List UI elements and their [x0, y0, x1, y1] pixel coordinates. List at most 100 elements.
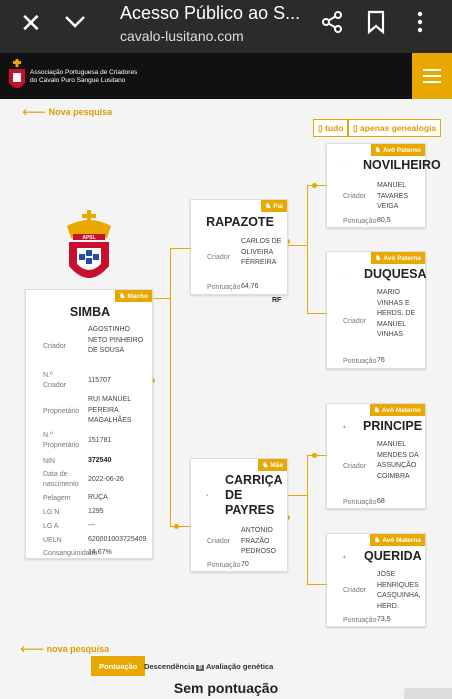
field-value: MARIO VINHAS E HERDS. DE MANUEL VINHAS — [377, 289, 416, 338]
connector-line — [170, 248, 190, 249]
field-value: AGOSTINHO NETO PINHEIRO DE SOUSA — [88, 326, 144, 354]
field-value: 64,76 — [241, 283, 259, 290]
arrow-left-icon: 🡐 — [20, 644, 47, 654]
horse-name: QUERIDA — [364, 549, 422, 563]
field-value: RUI MANUEL PEREIRA MAGALHÃES — [88, 396, 132, 424]
tab-avaliacao-genetica[interactable]: Avaliação genética — [206, 662, 274, 671]
close-icon[interactable]: ✕ — [20, 8, 42, 38]
arrow-left-icon: 🡐 — [22, 107, 49, 117]
field-label: Data de nascimento — [43, 471, 79, 488]
horse-icon: ♞ — [264, 203, 272, 210]
nova-pesquisa-link-bottom[interactable]: 🡐 nova pesquisa — [20, 644, 110, 654]
field-label: Criador — [207, 538, 230, 545]
connector-dot — [312, 183, 317, 188]
horse-thumbnail-icon: · — [343, 270, 345, 276]
horse-name: RAPAZOTE — [206, 215, 274, 229]
field-label: Proprietário — [43, 408, 80, 415]
connector-line — [153, 298, 171, 299]
share-icon[interactable] — [320, 10, 344, 34]
nova-pesquisa-link-top[interactable]: 🡐 Nova pesquisa — [22, 107, 113, 117]
horse-thumbnail-icon: · — [343, 160, 345, 166]
field-value: 73,5 — [377, 616, 391, 623]
connector-dot — [312, 453, 317, 458]
field-label: N.º Criador — [43, 372, 66, 389]
field-label: Criador — [207, 254, 230, 261]
horse-thumbnail-icon: ▴ — [343, 424, 347, 430]
connector-line — [288, 495, 308, 496]
field-value: 68 — [377, 498, 385, 505]
site-header: Associação Portuguesa de Criadores do Ca… — [0, 53, 452, 99]
connector-line — [307, 313, 326, 314]
connector-line — [307, 584, 326, 585]
horse-name: NOVILHEIRO — [363, 158, 441, 172]
crest-label: APSL — [82, 235, 95, 241]
rf-marker: RF — [272, 297, 282, 304]
field-value: JOSE HENRIQUES CASQUINHA, HERD. — [377, 571, 421, 610]
field-value: 76 — [377, 357, 385, 364]
horse-icon: ♞ — [373, 537, 381, 544]
pdf-icon: ▯ — [318, 123, 326, 133]
field-value: RUÇA — [88, 494, 108, 501]
horse-card-avo-materno[interactable]: ♞ Avô Materno ▴ PRINCIPE Criador MANUEL M… — [326, 403, 426, 509]
horse-card-avo-paterno[interactable]: ♞ Avô Paterno · NOVILHEIRO Criador MANUEL… — [326, 143, 441, 228]
horse-card-mae[interactable]: ♞ Mãe ▪ CARRIÇA DE PAYRES Criador ANTONIO… — [190, 458, 288, 572]
horse-icon: ♞ — [373, 407, 380, 414]
tab-descendencia[interactable]: Descendência 0 — [144, 662, 204, 671]
horse-card-pai[interactable]: ♞ Pai RAPAZOTE Criador CARLOS DE OLIVEIRA… — [190, 199, 288, 295]
field-value: MANUEL TAVARES VEIGA — [377, 182, 409, 210]
avo-materna-badge: ♞ Avó Materna — [369, 534, 425, 546]
recaptcha-badge[interactable] — [404, 688, 452, 699]
field-value: 620001003725409 — [88, 536, 147, 543]
horse-card-simba[interactable]: ♞ Macho SIMBA Criador AGOSTINHO NETO PINH… — [25, 289, 153, 559]
field-value: ANTONIO FRAZÃO PEDROSO — [241, 527, 277, 555]
apenas-genealogia-button[interactable]: ▯ apenas genealogia — [348, 119, 442, 137]
horse-thumbnail-icon: ▴ — [343, 554, 347, 560]
horse-icon: ♞ — [375, 255, 382, 262]
field-label: Criador — [343, 463, 366, 470]
field-label: Criador — [343, 318, 366, 325]
field-label: LG A — [43, 523, 59, 530]
field-label: Criador — [43, 343, 66, 350]
field-value: 70 — [241, 561, 249, 568]
horse-icon: ♞ — [374, 147, 381, 154]
tudo-button[interactable]: ▯ tudo — [313, 119, 349, 137]
connector-dot — [174, 524, 179, 529]
field-value: 2022-06-26 — [88, 476, 124, 483]
connector-line — [307, 455, 308, 585]
horse-icon: ♞ — [262, 462, 269, 469]
field-label: Pelagem — [43, 495, 71, 502]
sem-pontuacao-heading: Sem pontuação — [173, 680, 279, 696]
field-label: Pontuação — [343, 358, 377, 365]
field-label: Pontuação — [343, 218, 377, 225]
connector-line — [170, 248, 171, 527]
horse-name: DUQUESA — [364, 267, 427, 281]
field-value: 14,67% — [88, 549, 112, 556]
apsl-logo-icon[interactable] — [8, 59, 26, 93]
field-value: 1295 — [88, 508, 104, 515]
more-options-icon[interactable] — [410, 10, 430, 34]
descendencia-count: 0 — [196, 665, 204, 671]
field-label: Criador — [343, 193, 366, 200]
sex-badge: ♞ Macho — [115, 290, 152, 302]
bookmark-icon[interactable] — [366, 10, 386, 34]
field-value: 151781 — [88, 437, 112, 444]
detail-tabs: Pontuação Descendência 0 Avaliação genéti… — [0, 656, 452, 676]
pai-badge: ♞ Pai — [260, 200, 287, 212]
field-label: Pontuação — [343, 617, 377, 624]
menu-button[interactable] — [412, 53, 452, 99]
connector-line — [288, 245, 308, 246]
horse-card-avo-paterna[interactable]: ♞ Avó Paterna · DUQUESA Criador MARIO VIN… — [326, 251, 427, 369]
tab-pontuacao[interactable]: Pontuação — [91, 656, 146, 676]
field-label: Consanguinidade — [43, 550, 98, 557]
connector-line — [170, 526, 190, 527]
avo-materno-badge: ♞ Avô Materno — [369, 404, 425, 416]
field-value: 80,5 — [377, 217, 391, 224]
field-label: Pontuação — [207, 562, 241, 569]
horse-name: CARRIÇA DE PAYRES — [225, 473, 283, 517]
organization-name: Associação Portuguesa de Criadores do Ca… — [30, 69, 138, 84]
horse-name: PRINCIPE — [363, 419, 423, 433]
browser-url[interactable]: cavalo-lusitano.com — [120, 28, 244, 44]
mae-badge: ♞ Mãe — [258, 459, 287, 471]
horse-card-avo-materna[interactable]: ♞ Avó Materna ▴ QUERIDA Criador JOSE HENR… — [326, 533, 426, 627]
chevron-down-icon[interactable] — [64, 11, 86, 33]
